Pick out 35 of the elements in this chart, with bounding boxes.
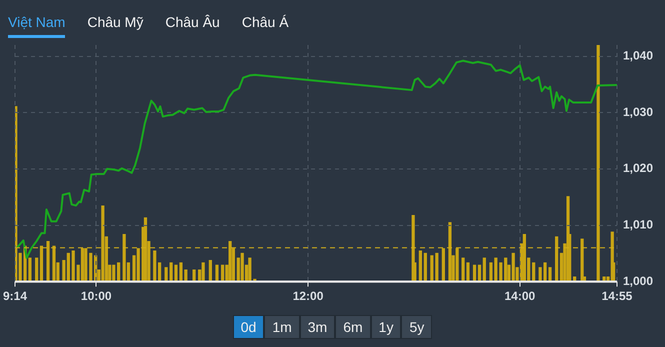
bar — [35, 258, 38, 282]
x-tick-label: 14:55 — [602, 289, 633, 304]
bar — [424, 252, 427, 282]
bar — [221, 264, 224, 282]
text: 6m — [335, 315, 371, 339]
text: 5y — [401, 315, 432, 339]
y-tick-label: 1,010 — [622, 218, 654, 232]
x-tick-label: 12:00 — [292, 289, 324, 304]
bar — [478, 264, 482, 282]
y-tick-label: 1,030 — [622, 104, 654, 119]
bar — [462, 258, 465, 282]
bar — [28, 258, 32, 282]
y-tick-label: 1,040 — [622, 48, 654, 63]
y-tick-label: 1,020 — [622, 161, 654, 176]
text: 0d — [232, 315, 264, 339]
text: 3m — [300, 315, 336, 339]
text: Châu Âu — [165, 14, 220, 32]
bar — [174, 264, 178, 282]
text: Việt Nam — [8, 14, 66, 38]
bar — [208, 260, 212, 282]
bar — [418, 250, 422, 282]
text: 1y — [370, 315, 402, 339]
bar — [482, 258, 486, 282]
bar — [512, 252, 515, 282]
bar — [202, 262, 205, 282]
bar — [472, 264, 476, 282]
bar — [215, 264, 219, 282]
text: Châu Á — [242, 14, 289, 32]
text: 1m — [264, 315, 300, 339]
text: Châu Mỹ — [87, 14, 144, 32]
x-tick-label: 14:00 — [504, 289, 536, 304]
bar — [240, 252, 244, 282]
x-tick-label: 10:00 — [80, 289, 112, 304]
y-tick-label: 1,000 — [622, 274, 654, 288]
x-tick-label: 9:14 — [2, 289, 28, 304]
